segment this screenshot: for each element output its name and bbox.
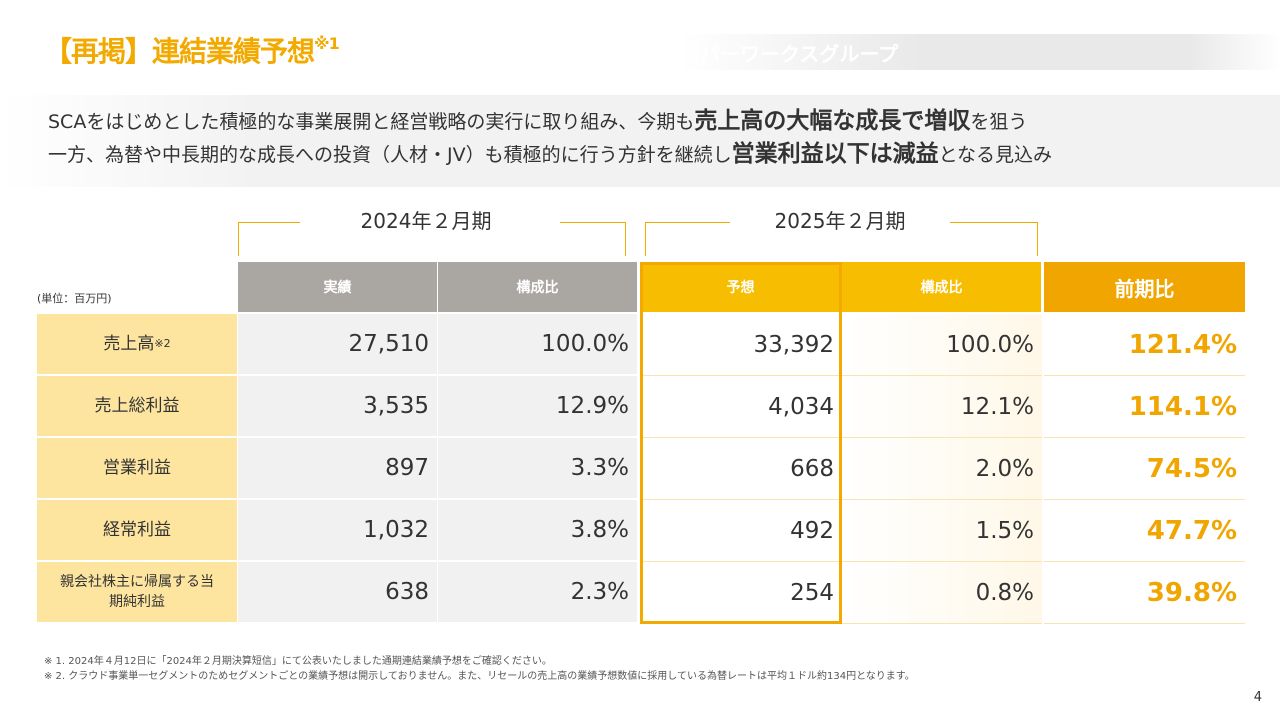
forecast-highlight [640,262,842,624]
table-cell: 12.1% [842,376,1042,438]
column-header: 構成比 [438,262,637,313]
footnote-1: ※ 1. 2024年４月12日に「2024年２月期決算短信」にて公表いたしました… [44,656,552,667]
row-label-text: 売上高 [103,334,155,354]
footnote-2: ※ 2. クラウド事業単一セグメントのためセグメントごとの業績予想は開示しており… [44,671,915,682]
table-cell: 3,535 [238,376,438,438]
row-label: 売上総利益 [37,376,237,438]
table-cell: 100.0% [438,314,638,376]
row-label-text: 営業利益 [103,458,171,478]
table-cell: 39.8% [1044,562,1245,624]
row-label: 営業利益 [37,438,237,500]
brand-banner: パーワークスグループ [680,34,1280,70]
column-header: 前期比 [1044,262,1245,313]
row-note: ※2 [154,337,171,350]
table-cell: 33,392 [640,314,842,376]
table-cell: 3.3% [438,438,638,500]
row-label-text: 親会社株主に帰属する当期純利益 [60,574,214,610]
table-cell: 27,510 [238,314,438,376]
table-cell: 12.9% [438,376,638,438]
page-number: 4 [1253,690,1262,705]
title-note: ※1 [314,34,340,53]
row-label-text: 経常利益 [103,520,171,540]
table-cell: 1,032 [238,500,438,562]
table-cell: 492 [640,500,842,562]
table-cell: 638 [238,562,438,624]
table-cell: 114.1% [1044,376,1245,438]
row-label: 親会社株主に帰属する当期純利益 [37,562,237,624]
row-label: 経常利益 [37,500,237,562]
table-cell: 897 [238,438,438,500]
table-cell: 0.8% [842,562,1042,624]
table-cell: 2.3% [438,562,638,624]
column-header: 実績 [238,262,437,313]
table-cell: 74.5% [1044,438,1245,500]
row-label-text: 売上総利益 [94,396,180,416]
table-cell: 47.7% [1044,500,1245,562]
unit-label: (単位：百万円) [37,292,112,305]
period-2024: 2024年２月期 [360,209,492,233]
page-title: 【再掲】連結業績予想※1 [44,34,340,68]
table-cell: 1.5% [842,500,1042,562]
table-cell: 3.8% [438,500,638,562]
table-cell: 100.0% [842,314,1042,376]
lead-text: SCAをはじめとした積極的な事業展開と経営戦略の実行に取り組み、今期も売上高の大… [0,95,1280,187]
period-2025: 2025年２月期 [774,209,906,233]
column-header: 構成比 [842,262,1041,313]
column-header: 予想 [640,262,841,313]
row-label: 売上高 ※2 [37,314,237,376]
table-cell: 2.0% [842,438,1042,500]
table-cell: 4,034 [640,376,842,438]
table-cell: 668 [640,438,842,500]
table-cell: 121.4% [1044,314,1245,376]
